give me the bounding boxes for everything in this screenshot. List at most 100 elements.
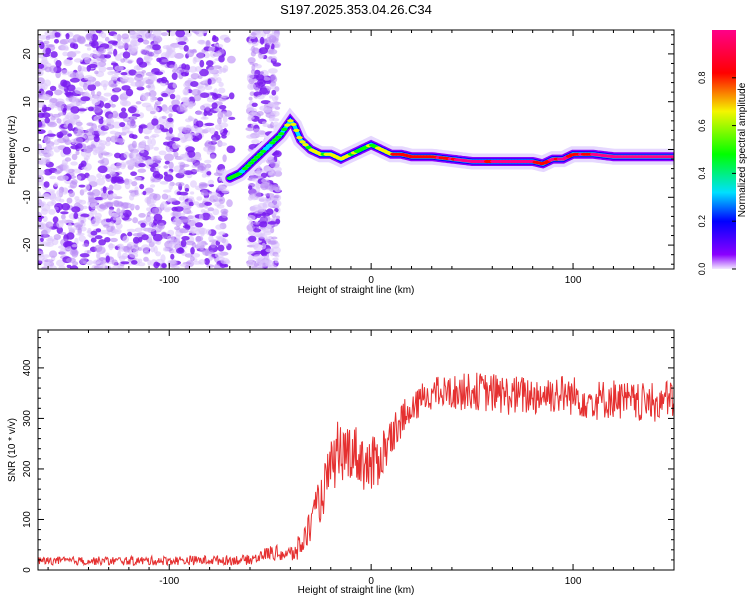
noise-blob	[270, 161, 276, 168]
noise-blob	[70, 106, 80, 114]
noise-blob	[103, 92, 112, 97]
noise-blob	[44, 117, 50, 124]
noise-blob	[207, 112, 213, 116]
noise-blob	[209, 154, 216, 160]
noise-blob	[134, 189, 139, 196]
noise-blob	[38, 215, 43, 223]
noise-blob	[72, 96, 79, 104]
noise-blob	[256, 111, 264, 116]
noise-blob	[274, 260, 279, 264]
noise-blob	[248, 229, 255, 236]
noise-blob	[129, 123, 137, 129]
noise-blob	[260, 249, 267, 256]
colorbar-tick-label: 0.6	[697, 119, 707, 132]
colorbar-tick-label: 0.2	[697, 215, 707, 228]
noise-blob	[198, 182, 207, 187]
noise-blob	[87, 175, 97, 183]
noise-blob	[45, 47, 52, 55]
noise-blob	[179, 216, 190, 223]
noise-blob	[260, 182, 269, 191]
noise-blob	[204, 248, 209, 257]
noise-blob	[182, 88, 189, 95]
noise-blob	[228, 116, 236, 120]
noise-blob	[251, 63, 256, 72]
noise-blob	[146, 201, 155, 207]
noise-blob	[65, 164, 70, 173]
noise-blob	[47, 121, 58, 128]
noise-blob	[216, 236, 223, 242]
noise-blob	[59, 232, 67, 235]
noise-blob	[137, 37, 144, 43]
noise-blob	[161, 76, 168, 84]
noise-blob	[88, 192, 95, 196]
noise-blob	[187, 104, 194, 109]
noise-blob	[138, 126, 144, 134]
noise-blob	[270, 111, 277, 116]
noise-blob	[135, 204, 140, 211]
noise-blob	[153, 261, 160, 269]
noise-blob	[98, 239, 106, 246]
noise-blob	[166, 235, 175, 242]
noise-blob	[218, 96, 227, 102]
noise-blob	[43, 40, 50, 45]
noise-blob	[252, 204, 262, 209]
noise-blob	[110, 169, 116, 175]
noise-blob	[145, 51, 154, 57]
noise-blob	[168, 161, 174, 170]
noise-blob	[248, 220, 254, 228]
noise-blob	[139, 149, 145, 154]
noise-blob	[270, 227, 275, 234]
noise-blob	[166, 148, 173, 153]
ridge-amplitude-mark	[302, 143, 309, 147]
noise-blob	[168, 30, 176, 37]
noise-blob	[110, 135, 119, 143]
noise-blob	[204, 258, 210, 265]
noise-blob	[163, 165, 169, 169]
noise-blob	[212, 208, 220, 216]
noise-blob	[69, 102, 78, 107]
snr-series-line	[38, 372, 674, 567]
noise-blob	[211, 36, 219, 43]
noise-blob	[263, 229, 271, 233]
noise-blob	[207, 179, 215, 185]
noise-blob	[87, 84, 97, 91]
noise-blob	[190, 132, 200, 136]
noise-blob	[204, 159, 212, 164]
noise-blob	[112, 184, 122, 191]
noise-blob	[91, 34, 99, 42]
noise-blob	[187, 196, 195, 200]
noise-blob	[39, 41, 45, 50]
noise-blob	[66, 84, 76, 92]
noise-blob	[198, 163, 207, 172]
colorbar-tick-label: 0.0	[697, 263, 707, 276]
noise-blob	[188, 66, 198, 73]
noise-blob	[102, 186, 107, 194]
noise-blob	[56, 220, 64, 229]
noise-blob	[79, 258, 85, 265]
noise-blob	[123, 246, 131, 253]
noise-blob	[54, 206, 59, 211]
ridge-amplitude-mark	[266, 144, 273, 148]
noise-blob	[252, 221, 262, 225]
noise-blob	[38, 100, 45, 108]
noise-blob	[191, 88, 201, 96]
noise-blob	[261, 121, 267, 125]
noise-blob	[190, 226, 200, 232]
noise-blob	[159, 181, 169, 185]
noise-blob	[80, 220, 85, 224]
noise-blob	[109, 193, 118, 199]
noise-blob	[248, 185, 253, 190]
spectrogram-xlabel: Height of straight line (km)	[298, 285, 415, 296]
noise-blob	[182, 224, 191, 229]
noise-blob	[84, 184, 91, 191]
noise-blob	[152, 233, 163, 242]
noise-blob	[86, 122, 94, 126]
noise-blob	[38, 254, 45, 262]
noise-blob	[107, 51, 113, 55]
noise-blob	[92, 106, 102, 113]
noise-blob	[124, 182, 131, 190]
noise-blob	[160, 128, 169, 132]
noise-blob	[222, 154, 227, 163]
noise-blob	[193, 94, 202, 102]
